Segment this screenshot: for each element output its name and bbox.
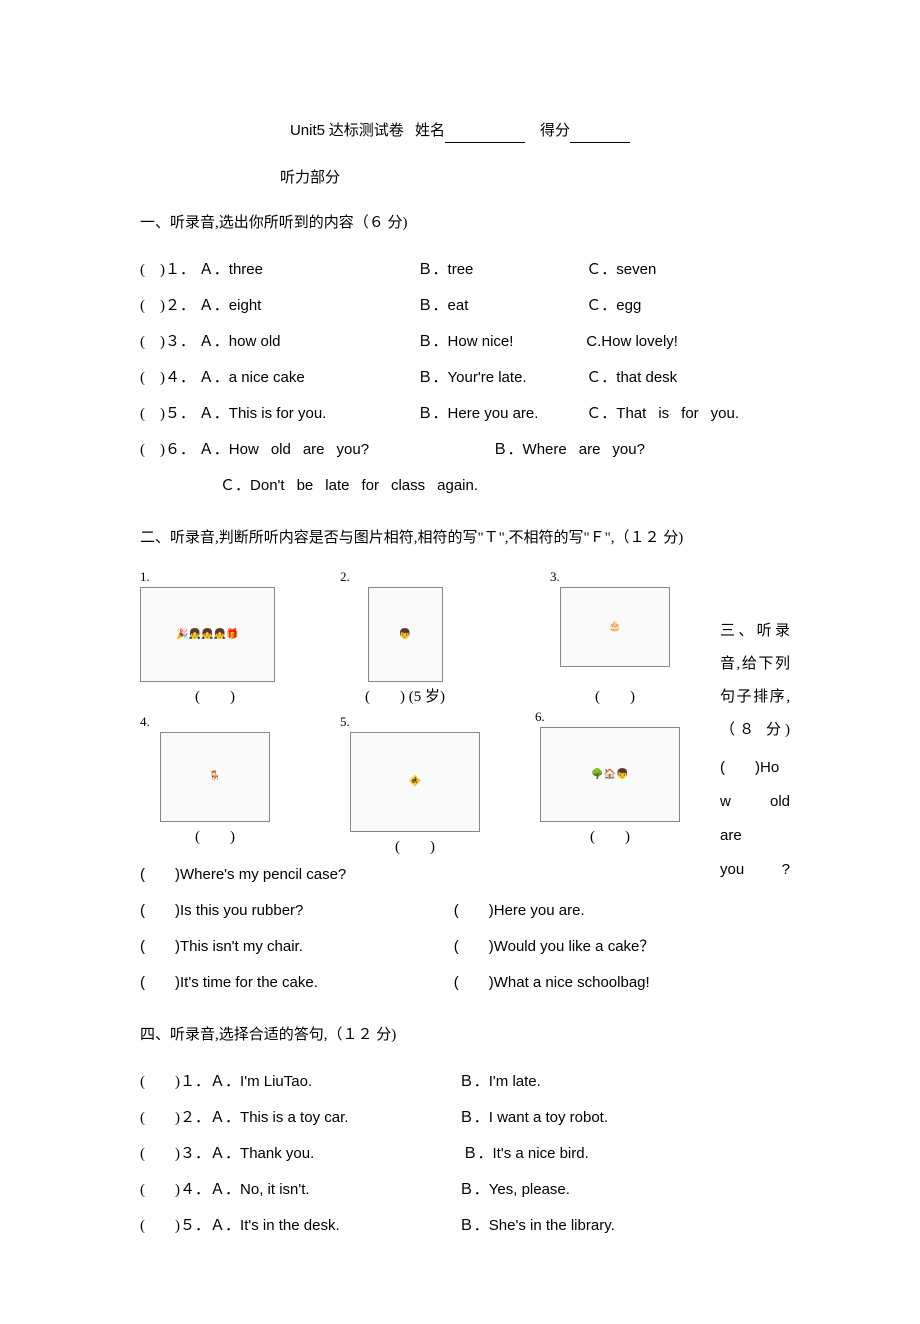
- s3-r4: ( )It's time for the cake. ( )What a nic…: [140, 965, 780, 1001]
- s4-q2: ( )２．Ａ．This is a toy car. Ｂ．I want a toy…: [140, 1100, 780, 1136]
- q3-a: how old: [229, 333, 281, 350]
- s4-q3: ( )３．Ａ．Thank you. Ｂ．It's a nice bird.: [140, 1136, 780, 1172]
- img-5: 5. 🚸 ( ): [340, 712, 490, 858]
- q6-c-row: Ｃ．Don'tbelateforclassagain.: [220, 468, 780, 504]
- s3-r3: ( )This isn't my chair. ( )Would you lik…: [140, 929, 780, 965]
- q3-b: How nice!: [448, 333, 514, 350]
- image-grid: 1. 🎉👧👧👧🎁 ( ) 2. 👦 ( ) (5 岁) 3. 🎂 ( ) 4. …: [140, 567, 780, 857]
- q3-c: How lovely!: [601, 333, 678, 350]
- name-label: 姓名: [415, 123, 445, 139]
- exam-title: Unit5 达标测试卷 姓名 得分: [140, 120, 780, 143]
- q6-a: Howoldareyou?: [229, 441, 381, 458]
- cake-icon: 🎂: [560, 587, 670, 667]
- q4-a: a nice cake: [229, 369, 305, 386]
- q2-a: eight: [229, 297, 262, 314]
- q2-c: egg: [616, 297, 641, 314]
- tree-house-icon: 🌳🏠👦: [540, 727, 680, 822]
- q6-b: Whereareyou?: [523, 441, 657, 458]
- q2-b: eat: [448, 297, 469, 314]
- section2-heading: 二、听录音,判断所听内容是否与图片相符,相符的写"Ｔ",不相符的写"Ｆ",（１２…: [140, 522, 780, 555]
- boy-icon: 👦: [368, 587, 443, 682]
- desk-icon: 🪑: [160, 732, 270, 822]
- img-6: 6. 🌳🏠👦 ( ): [535, 707, 685, 848]
- crossing-icon: 🚸: [350, 732, 480, 832]
- q4: ( )４． Ａ．a nice cake Ｂ．Your're late. Ｃ．th…: [140, 360, 780, 396]
- q1-a: three: [229, 261, 263, 278]
- score-label: 得分: [540, 123, 570, 139]
- section4-heading: 四、听录音,选择合适的答句,（１２ 分): [140, 1019, 780, 1052]
- q2: ( )２． Ａ．eight Ｂ．eat Ｃ．egg: [140, 288, 780, 324]
- q1: ( )１． Ａ．three Ｂ．tree Ｃ．seven: [140, 252, 780, 288]
- q6: ( )６． Ａ．Howoldareyou? Ｂ．Whereareyou?: [140, 432, 780, 468]
- section1-heading: 一、听录音,选出你所听到的内容（６ 分): [140, 207, 780, 240]
- img-2: 2. 👦 ( ) (5 岁): [340, 567, 470, 708]
- s3-r2: ( )Is this you rubber? ( )Here you are.: [140, 893, 780, 929]
- q1-c: seven: [616, 261, 656, 278]
- unit-label: Unit5: [290, 122, 325, 139]
- q4-c: that desk: [616, 369, 677, 386]
- q4-b: Your're late.: [448, 369, 527, 386]
- img-4: 4. 🪑 ( ): [140, 712, 290, 848]
- img-1: 1. 🎉👧👧👧🎁 ( ): [140, 567, 290, 708]
- s4-q4: ( )４．Ａ．No, it isn't. Ｂ．Yes, please.: [140, 1172, 780, 1208]
- section3-heading: 三、听录音,给下列句子排序,（８ 分) ( )Ho w old are you …: [720, 615, 790, 887]
- listening-title: 听力部分: [280, 167, 780, 190]
- s4-q1: ( )１．Ａ．I'm LiuTao. Ｂ．I'm late.: [140, 1064, 780, 1100]
- score-blank[interactable]: [570, 127, 630, 143]
- exam-name: 达标测试卷: [329, 123, 404, 139]
- q5-c: Thatisforyou.: [616, 405, 751, 422]
- s4-q5: ( )５．Ａ．It's in the desk. Ｂ．She's in the …: [140, 1208, 780, 1244]
- party-icon: 🎉👧👧👧🎁: [140, 587, 275, 682]
- img-3: 3. 🎂 ( ): [550, 567, 680, 708]
- q5: ( )５． Ａ．This is for you. Ｂ．Here you are.…: [140, 396, 780, 432]
- q5-a: This is for you.: [229, 405, 327, 422]
- q6-c: Don'tbelateforclassagain.: [250, 477, 490, 494]
- name-blank[interactable]: [445, 127, 525, 143]
- s3-r1: ( )Where's my pencil case?: [140, 857, 780, 893]
- q5-b: Here you are.: [448, 405, 539, 422]
- q3: ( )３． Ａ．how old Ｂ．How nice! C.How lovely…: [140, 324, 780, 360]
- q1-b: tree: [448, 261, 474, 278]
